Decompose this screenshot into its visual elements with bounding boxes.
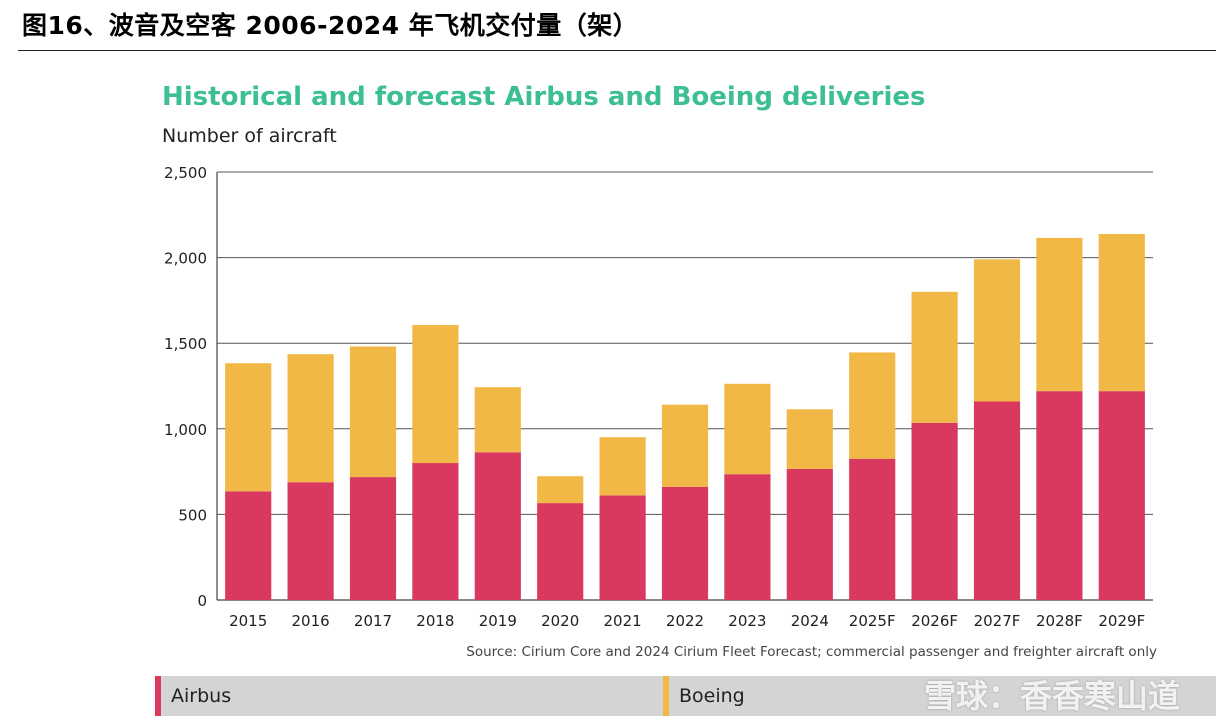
bar-boeing-2026f [911,291,958,423]
bar-airbus-2018 [412,463,459,600]
bar-airbus-2027f [973,401,1021,600]
bar-airbus-2029f [1098,391,1145,600]
figure-caption: 图16、波音及空客 2006-2024 年飞机交付量（架） [22,11,639,40]
bar-boeing-2022 [661,404,709,487]
legend: Airbus Boeing [155,676,1216,716]
y-tick-label: 1,500 [164,335,207,353]
y-tick-label: 2,500 [164,164,207,182]
legend-item-airbus: Airbus [155,676,231,716]
x-tick-label: 2016 [292,612,330,630]
x-tick-label: 2029F [1098,612,1145,630]
bar-airbus-2015 [225,491,272,600]
bar-airbus-2019 [474,452,521,600]
bar-boeing-2027f [973,259,1021,402]
x-tick-label: 2021 [604,612,642,630]
bar-boeing-2019 [474,387,521,453]
x-tick-label: 2026F [911,612,958,630]
x-tick-label: 2018 [416,612,454,630]
bar-airbus-2025f [849,458,896,600]
bar-airbus-2017 [349,477,397,600]
bar-layer [225,233,1145,600]
bar-boeing-2015 [225,363,272,492]
bar-airbus-2021 [599,495,646,600]
bar-boeing-2029f [1098,233,1145,392]
bar-boeing-2017 [349,346,397,478]
x-tick-label: 2017 [354,612,392,630]
y-tick-label: 0 [197,592,207,610]
legend-label-boeing: Boeing [679,685,745,707]
bar-boeing-2028f [1036,237,1083,392]
y-tick-label: 1,000 [164,421,207,439]
bar-boeing-2016 [287,354,334,483]
legend-label-airbus: Airbus [171,685,232,707]
bar-airbus-2023 [724,474,771,600]
y-tick-layer: 0 500 1,000 1,500 2,000 2,500 [164,164,207,610]
bar-airbus-2022 [661,486,709,600]
bar-airbus-2020 [537,503,584,600]
y-tick-label: 500 [178,506,207,524]
y-tick-label: 2,000 [164,250,207,268]
legend-item-boeing: Boeing [663,676,745,716]
bar-boeing-2021 [599,437,646,496]
chart-title: Historical and forecast Airbus and Boein… [162,82,926,112]
x-tick-label: 2022 [666,612,704,630]
y-axis-label: Number of aircraft [162,125,337,147]
bar-boeing-2024 [786,409,833,469]
bar-boeing-2025f [849,352,896,459]
chart-canvas: Number of aircraft 0 500 1,000 1,500 2,000 2,… [162,125,1157,660]
bar-airbus-2028f [1036,391,1083,600]
watermark: 雪球：香香寒山道 [923,677,1180,715]
x-tick-label: 2015 [229,612,267,630]
legend-swatch-boeing [663,676,669,716]
bar-airbus-2026f [911,422,958,600]
bar-boeing-2018 [412,325,459,464]
legend-swatch-airbus [155,676,161,716]
x-tick-label: 2023 [728,612,766,630]
x-tick-label: 2025F [849,612,896,630]
bar-airbus-2016 [287,482,334,600]
x-tick-label: 2019 [479,612,517,630]
source-note: Source: Cirium Core and 2024 Cirium Flee… [466,644,1157,660]
x-tick-label: 2027F [974,612,1021,630]
bar-boeing-2020 [537,476,584,504]
x-tick-label: 2020 [541,612,579,630]
bar-boeing-2023 [724,383,771,475]
x-tick-layer: 2015 2016 2017 2018 2019 2020 2021 2022 2023 2024… [229,612,1145,630]
x-tick-label: 2028F [1036,612,1083,630]
bar-airbus-2024 [786,468,833,600]
x-tick-label: 2024 [791,612,829,630]
caption-divider [18,50,1216,51]
